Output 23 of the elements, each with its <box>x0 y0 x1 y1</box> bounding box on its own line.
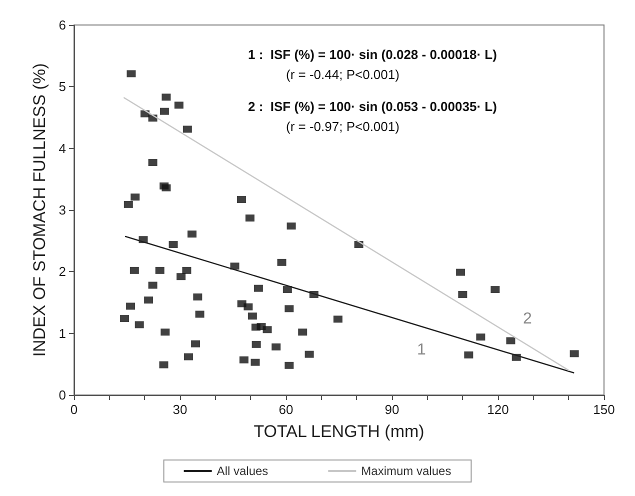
y-tick-label: 4 <box>58 140 66 156</box>
x-tick-label: 150 <box>593 402 615 417</box>
x-tick-label: 0 <box>70 402 78 417</box>
x-axis-title: TOTAL LENGTH (mm) <box>254 422 424 441</box>
x-tick-label: 90 <box>384 402 400 417</box>
y-tick-label: 1 <box>58 326 66 341</box>
y-tick-label: 2 <box>58 264 66 280</box>
legend-label: All values <box>216 464 268 478</box>
x-tick-label: 60 <box>278 402 294 417</box>
legend-label: Maximum values <box>361 464 452 478</box>
annotation: (r = -0.44; P<0.001) <box>286 67 400 82</box>
annotation: 1 <box>417 342 426 358</box>
annotation: 2 <box>523 310 532 328</box>
annotation: 2 : ISF (%) = 100· sin (0.053 - 0.00035· L) <box>248 99 497 114</box>
y-axis-title: INDEX OF STOMACH FULLNESS (%) <box>30 63 49 357</box>
y-tick-label: 3 <box>58 202 66 218</box>
annotation: 1 : ISF (%) = 100· sin (0.028 - 0.00018· L) <box>248 47 497 62</box>
y-tick-label: 0 <box>58 388 66 402</box>
x-tick-label: 120 <box>487 402 509 417</box>
y-tick-label: 5 <box>58 79 66 94</box>
y-tick-label: 6 <box>58 18 66 32</box>
x-tick-label: 30 <box>172 402 188 417</box>
annotation: (r = -0.97; P<0.001) <box>286 119 400 134</box>
